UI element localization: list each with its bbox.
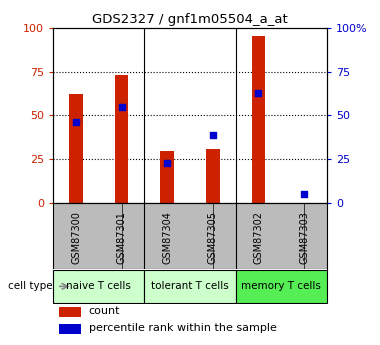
Bar <box>115 75 128 203</box>
Text: cell type: cell type <box>8 282 52 291</box>
Text: naive T cells: naive T cells <box>66 282 131 291</box>
Text: tolerant T cells: tolerant T cells <box>151 282 229 291</box>
Bar <box>144 270 236 303</box>
Text: GSM87304: GSM87304 <box>162 211 172 264</box>
Point <box>255 90 261 95</box>
Point <box>210 132 216 138</box>
Text: GSM87303: GSM87303 <box>299 211 309 264</box>
Text: percentile rank within the sample: percentile rank within the sample <box>89 324 277 333</box>
Point <box>119 104 125 109</box>
Text: GSM87302: GSM87302 <box>253 211 263 264</box>
Title: GDS2327 / gnf1m05504_a_at: GDS2327 / gnf1m05504_a_at <box>92 13 288 27</box>
Point <box>164 160 170 166</box>
Text: GSM87301: GSM87301 <box>117 211 127 264</box>
Text: GSM87300: GSM87300 <box>71 211 81 264</box>
Point <box>73 120 79 125</box>
Point <box>301 192 307 197</box>
Bar <box>59 324 81 334</box>
Bar <box>206 149 220 203</box>
Bar <box>252 36 265 203</box>
Bar <box>236 270 327 303</box>
Text: memory T cells: memory T cells <box>241 282 321 291</box>
Text: count: count <box>89 306 120 316</box>
Bar <box>69 94 83 203</box>
Bar <box>53 270 144 303</box>
Bar <box>59 307 81 317</box>
Text: GSM87305: GSM87305 <box>208 211 218 264</box>
Bar <box>160 150 174 203</box>
